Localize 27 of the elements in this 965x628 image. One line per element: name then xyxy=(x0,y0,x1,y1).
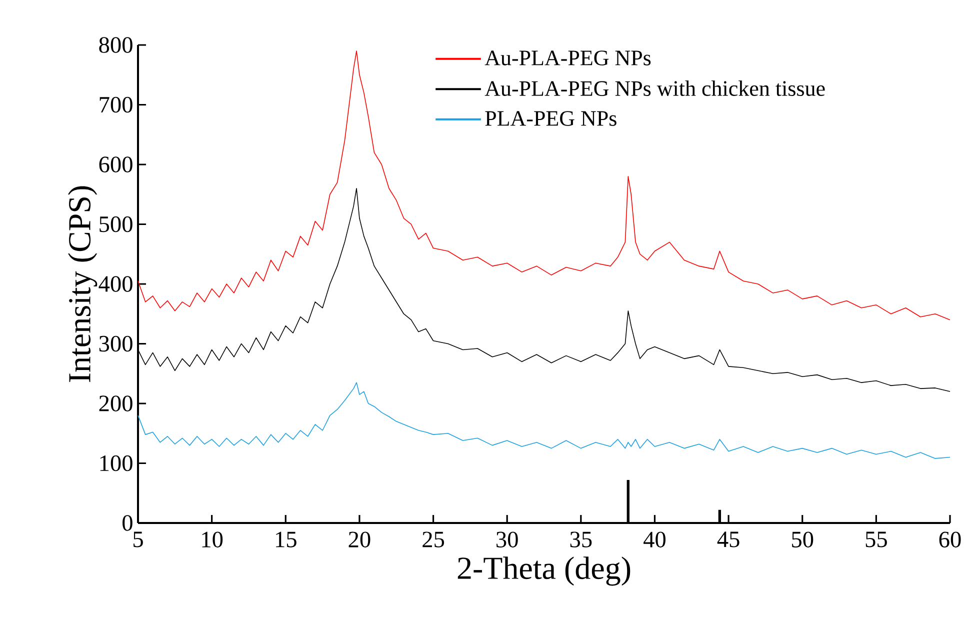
y-axis-title: Intensity (CPS) xyxy=(68,186,98,382)
x-tick-label: 20 xyxy=(348,532,370,548)
x-tick-label: 10 xyxy=(202,532,223,548)
y-tick-label: 500 xyxy=(100,216,132,232)
legend-label: PLA-PEG NPs xyxy=(485,111,616,126)
y-tick-label: 200 xyxy=(99,396,132,412)
x-axis-title: 2-Theta (deg) xyxy=(458,556,630,586)
y-tick-label: 700 xyxy=(100,96,132,113)
line-series xyxy=(138,50,950,320)
x-tick-label: 25 xyxy=(422,532,444,548)
legend-label: Au-PLA-PEG NPs xyxy=(484,50,651,66)
legend-label: Au-PLA-PEG NPs with chicken tissue xyxy=(484,80,825,96)
x-tick-label: 40 xyxy=(644,532,666,548)
x-tick-label: 55 xyxy=(866,532,887,548)
x-tick-label: 60 xyxy=(939,532,961,548)
y-tick-label: 100 xyxy=(100,455,132,472)
y-tick-label: 800 xyxy=(99,37,132,53)
x-tick-label: 30 xyxy=(496,532,518,548)
y-tick-label: 600 xyxy=(99,156,132,172)
x-tick-label: 35 xyxy=(570,532,592,548)
x-tick-label: 50 xyxy=(792,532,814,548)
x-tick-label: 45 xyxy=(717,532,740,548)
x-tick-label: 15 xyxy=(276,532,296,548)
y-tick-label: 400 xyxy=(98,276,132,292)
x-tick-label: 5 xyxy=(134,532,143,548)
y-tick-label: 300 xyxy=(99,336,132,352)
y-tick-label: 0 xyxy=(122,515,132,531)
